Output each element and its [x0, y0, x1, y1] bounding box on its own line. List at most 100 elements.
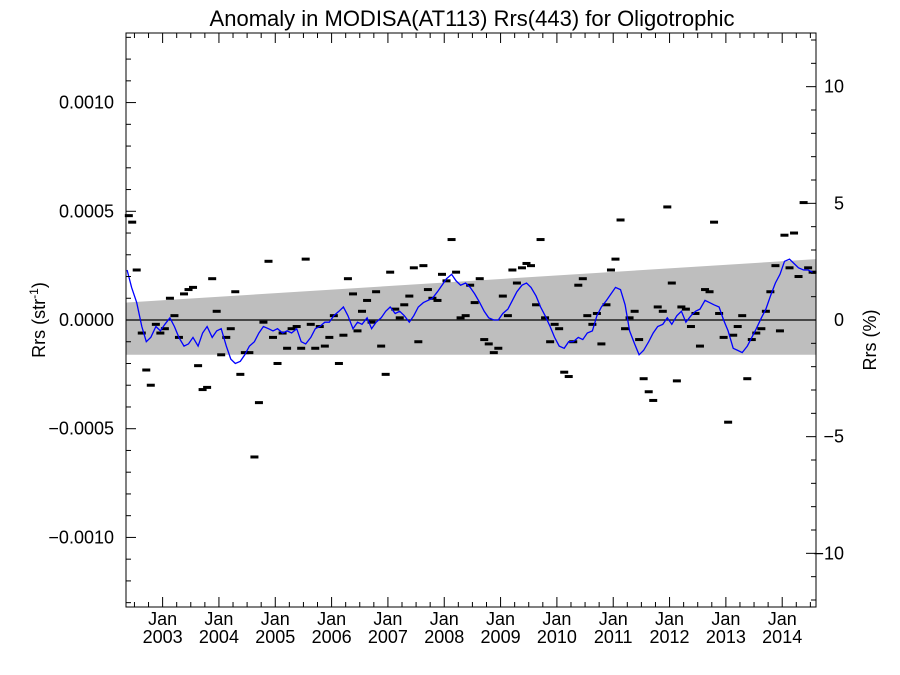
data-point — [269, 335, 278, 339]
data-point — [738, 314, 747, 318]
data-point — [170, 314, 179, 318]
data-point — [189, 285, 198, 289]
data-point — [635, 338, 644, 342]
data-point — [630, 309, 639, 313]
data-point — [710, 220, 719, 224]
right-axis-title: Rrs (%) — [860, 310, 880, 371]
data-point — [273, 361, 282, 365]
data-point — [264, 259, 273, 263]
data-point — [334, 361, 343, 365]
data-point — [503, 314, 512, 318]
data-point — [198, 388, 207, 392]
data-point — [363, 298, 372, 302]
data-point — [649, 398, 658, 402]
data-point — [240, 351, 249, 355]
x-tick-year: 2011 — [594, 627, 633, 647]
data-point — [320, 344, 329, 348]
data-point — [775, 329, 784, 333]
data-point — [639, 377, 648, 381]
left-axis-title-sup: -1 — [27, 288, 41, 299]
x-tick-year: 2014 — [762, 627, 802, 647]
data-point — [437, 272, 446, 276]
data-point — [456, 316, 465, 320]
x-tick-labels: Jan2003Jan2004Jan2005Jan2006Jan2007Jan20… — [143, 609, 803, 647]
data-point — [283, 346, 292, 350]
data-point — [395, 316, 404, 320]
data-point — [691, 311, 700, 315]
data-point — [160, 327, 169, 331]
x-tick-year: 2009 — [481, 627, 521, 647]
data-point — [194, 364, 203, 368]
data-point — [222, 335, 231, 339]
data-point — [475, 277, 484, 281]
right-tick-label: 10 — [824, 77, 844, 97]
data-point — [653, 305, 662, 309]
data-point — [447, 238, 456, 242]
data-point — [555, 327, 564, 331]
right-tick-label: 5 — [834, 193, 844, 213]
left-tick-label: −0.0005 — [48, 419, 114, 439]
data-point — [508, 268, 517, 272]
x-tick-month: Jan — [768, 609, 797, 629]
x-tick-month: Jan — [655, 609, 684, 629]
data-point — [498, 294, 507, 298]
data-point — [532, 303, 541, 307]
left-tick-label: 0.0010 — [59, 93, 114, 113]
data-point — [494, 346, 503, 350]
x-tick-month: Jan — [599, 609, 628, 629]
data-point — [705, 290, 714, 294]
data-point — [658, 309, 667, 313]
data-point — [747, 338, 756, 342]
data-point — [297, 346, 306, 350]
data-point — [489, 351, 498, 355]
data-point — [146, 383, 155, 387]
data-point — [621, 327, 630, 331]
data-point — [259, 320, 268, 324]
smoothed-line — [126, 258, 813, 365]
x-tick-month: Jan — [542, 609, 571, 629]
data-point — [588, 322, 597, 326]
right-tick-label: −10 — [813, 543, 844, 563]
data-point — [701, 288, 710, 292]
data-point — [536, 238, 545, 242]
data-point — [391, 307, 400, 311]
data-point — [583, 314, 592, 318]
data-point — [137, 331, 146, 335]
x-tick-month: Jan — [430, 609, 459, 629]
data-point — [729, 333, 738, 337]
data-point — [663, 205, 672, 209]
data-point — [564, 375, 573, 379]
data-point — [733, 325, 742, 329]
data-point — [611, 257, 620, 261]
data-point — [546, 340, 555, 344]
data-point — [625, 316, 634, 320]
data-point — [560, 370, 569, 374]
data-point — [343, 277, 352, 281]
uncertainty-band — [126, 259, 816, 355]
data-point — [785, 266, 794, 270]
x-tick-year: 2003 — [143, 627, 183, 647]
data-point — [616, 218, 625, 222]
right-tick-label: 0 — [834, 310, 844, 330]
data-point — [522, 261, 531, 265]
x-tick-year: 2008 — [424, 627, 464, 647]
data-point — [804, 266, 813, 270]
data-point — [386, 270, 395, 274]
data-point — [484, 342, 493, 346]
data-point — [301, 257, 310, 261]
data-point — [695, 344, 704, 348]
data-point — [686, 325, 695, 329]
data-point — [165, 296, 174, 300]
x-tick-year: 2012 — [650, 627, 690, 647]
data-point — [377, 344, 386, 348]
data-point — [128, 220, 137, 224]
left-tick-labels: 0.0010 0.0005 0.0000 −0.0005 −0.0010 — [48, 93, 114, 548]
data-point — [203, 385, 212, 389]
left-tick-label: 0.0000 — [59, 310, 114, 330]
data-point — [372, 290, 381, 294]
x-tick-month: Jan — [261, 609, 290, 629]
data-point — [644, 390, 653, 394]
x-tick-year: 2006 — [312, 627, 352, 647]
x-tick-month: Jan — [373, 609, 402, 629]
data-point — [466, 283, 475, 287]
